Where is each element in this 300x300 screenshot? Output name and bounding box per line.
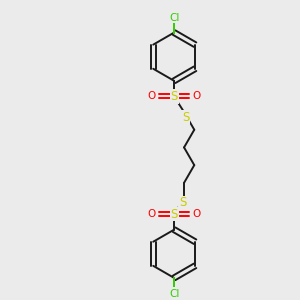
Text: O: O: [193, 92, 201, 101]
Text: Cl: Cl: [169, 289, 179, 298]
Text: S: S: [182, 111, 189, 124]
Text: S: S: [170, 208, 178, 220]
Text: O: O: [193, 209, 201, 219]
Text: S: S: [179, 196, 186, 209]
Text: Cl: Cl: [169, 13, 179, 23]
Text: O: O: [147, 209, 155, 219]
Text: O: O: [147, 92, 155, 101]
Text: S: S: [170, 90, 178, 103]
